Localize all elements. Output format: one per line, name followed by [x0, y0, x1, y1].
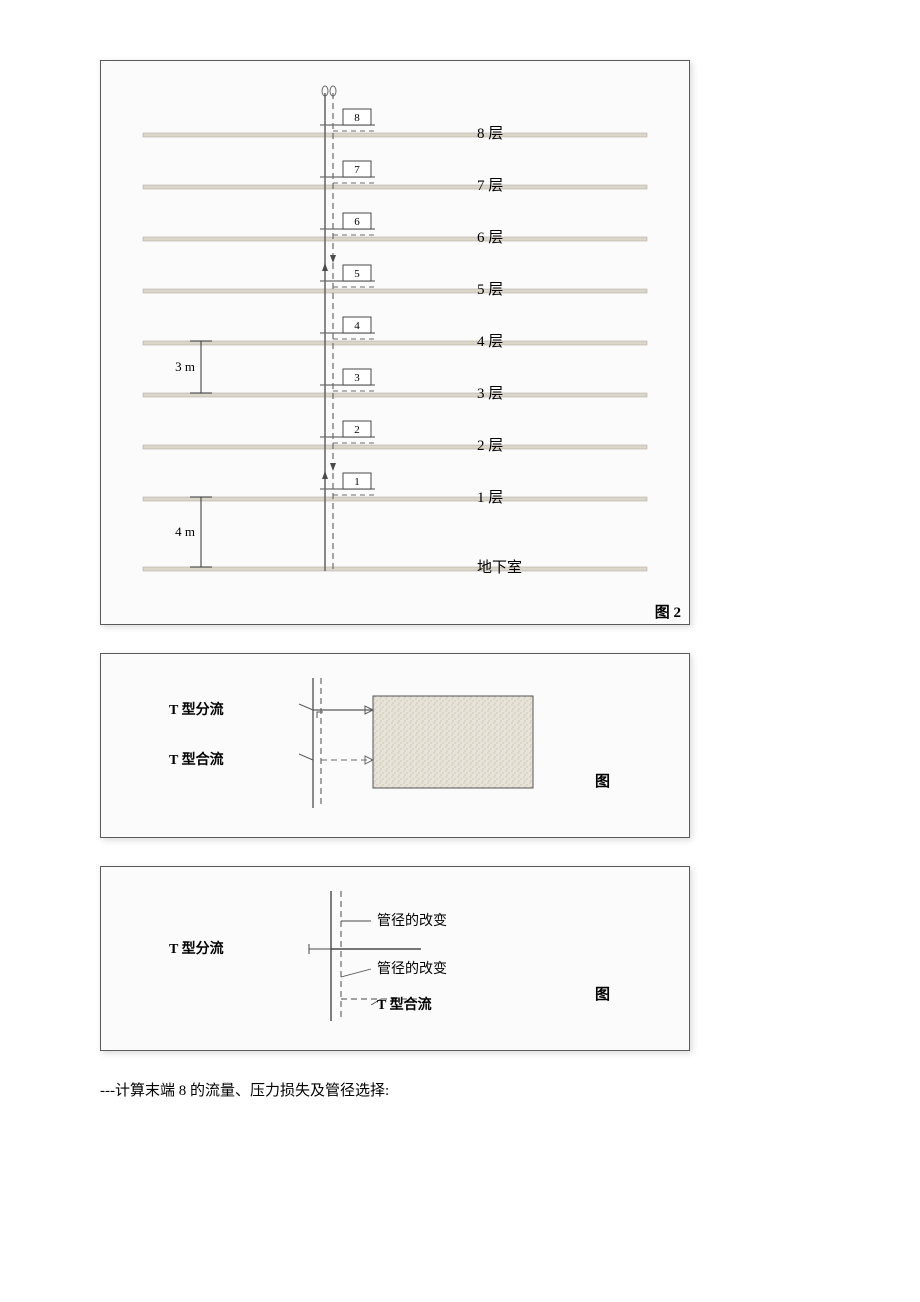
svg-text:3: 3 [354, 372, 360, 384]
svg-text:3 m: 3 m [175, 359, 195, 374]
svg-text:4 层: 4 层 [477, 334, 503, 350]
figure-4-svg: 管径的改变T 型分流管径的改变T 型合流图 [115, 881, 675, 1031]
figure-2-panel: 8 8 层 7 7 层 6 6 层 5 5 层 4 4 层 3 3 层 2 2 层 1 1 层地下室 3 m 4 … [100, 60, 690, 625]
svg-text:管径的改变: 管径的改变 [377, 913, 447, 929]
svg-text:6 层: 6 层 [477, 230, 503, 246]
svg-text:6: 6 [354, 216, 360, 228]
svg-text:T 型合流: T 型合流 [377, 996, 432, 1013]
svg-text:1 层: 1 层 [477, 490, 503, 506]
svg-text:4 m: 4 m [175, 524, 195, 539]
svg-text:3 层: 3 层 [477, 386, 503, 402]
svg-text:地下室: 地下室 [477, 559, 522, 576]
svg-text:8 层: 8 层 [477, 126, 503, 142]
svg-text:T 型分流: T 型分流 [169, 701, 224, 718]
svg-text:1: 1 [354, 476, 360, 488]
svg-text:图: 图 [595, 773, 610, 790]
svg-text:T 型分流: T 型分流 [169, 940, 224, 957]
bottom-paragraph: ---计算末端 8 的流量、压力损失及管径选择: [100, 1079, 820, 1100]
svg-text:T 型合流: T 型合流 [169, 751, 224, 768]
figure-2-svg: 8 8 层 7 7 层 6 6 层 5 5 层 4 4 层 3 3 层 2 2 层 1 1 层地下室 3 m 4 … [115, 75, 675, 605]
svg-text:管径的改变: 管径的改变 [377, 961, 447, 977]
figure-4-panel: 管径的改变T 型分流管径的改变T 型合流图 [100, 866, 690, 1051]
svg-text:7 层: 7 层 [477, 178, 503, 194]
svg-text:4: 4 [354, 320, 360, 332]
svg-text:2: 2 [354, 424, 360, 436]
svg-text:5: 5 [354, 268, 360, 280]
svg-text:2 层: 2 层 [477, 438, 503, 454]
figure-3-svg: T 型分流 T 型合流图 [115, 668, 675, 818]
svg-text:8: 8 [354, 112, 360, 124]
svg-text:5 层: 5 层 [477, 282, 503, 298]
svg-text:图: 图 [595, 986, 610, 1003]
figure-3-panel: T 型分流 T 型合流图 [100, 653, 690, 838]
figure-2-caption: 图 2 [655, 601, 681, 622]
svg-text:7: 7 [354, 164, 360, 176]
